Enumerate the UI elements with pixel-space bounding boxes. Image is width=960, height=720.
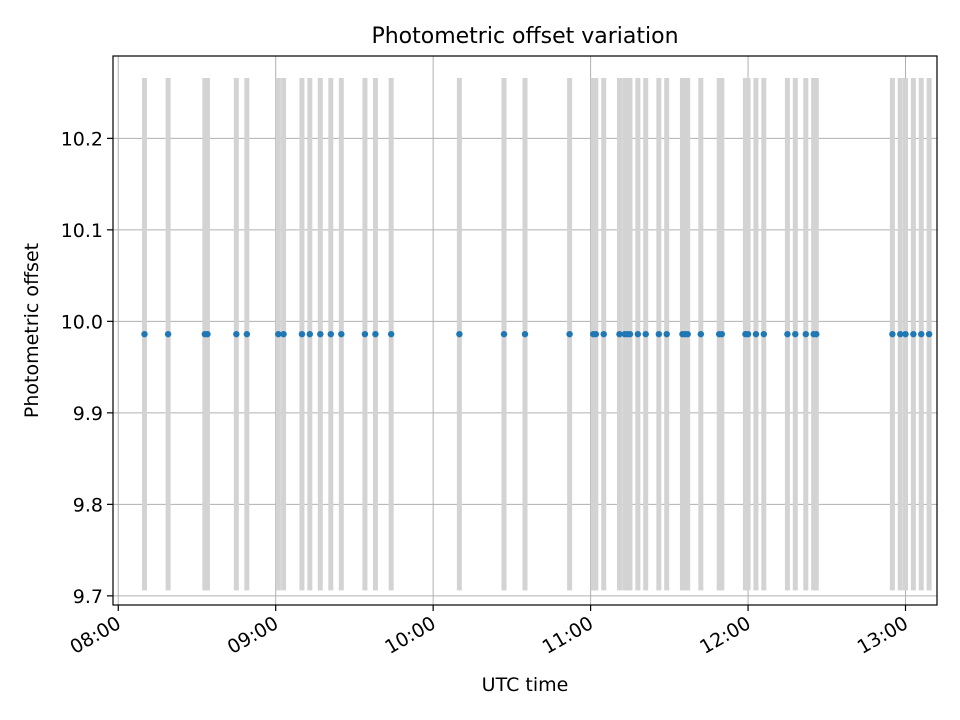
y-tick-label: 9.7 (73, 586, 103, 608)
y-tick-label: 9.8 (73, 494, 103, 516)
data-point (164, 330, 172, 338)
data-point (889, 330, 896, 338)
data-point (626, 330, 634, 338)
data-point (361, 330, 369, 338)
data-point (280, 330, 287, 338)
plot-area-frame (112, 55, 938, 606)
data-point (760, 330, 768, 338)
data-point (500, 330, 508, 338)
data-point (813, 330, 820, 338)
data-point (616, 330, 623, 338)
data-point (634, 330, 642, 338)
y-axis-ticks: 9.7 9.8 9.9 10.0 10.1 10.2 (61, 128, 113, 608)
data-point (792, 330, 799, 338)
data-point (897, 330, 904, 338)
data-point (243, 330, 251, 338)
data-point (784, 330, 791, 338)
data-points (141, 330, 933, 338)
data-point (697, 330, 705, 338)
data-point (592, 330, 600, 338)
data-point (521, 330, 529, 338)
data-point (902, 330, 909, 338)
data-point (141, 330, 148, 338)
data-point (298, 330, 306, 338)
data-point (684, 330, 691, 338)
data-point (456, 330, 463, 338)
data-point (204, 330, 211, 338)
data-point (910, 330, 917, 338)
data-point (327, 330, 335, 338)
data-point (642, 330, 649, 338)
data-point (752, 330, 760, 338)
data-point (600, 330, 607, 338)
y-tick-label: 10.2 (61, 128, 103, 150)
chart-title: Photometric offset variation (371, 24, 678, 49)
data-point (306, 330, 314, 338)
data-point (663, 330, 670, 338)
y-tick-label: 10.1 (61, 220, 103, 242)
data-point (387, 330, 395, 338)
data-point (372, 330, 379, 338)
data-point (233, 330, 240, 338)
y-tick-label: 10.0 (61, 311, 103, 333)
y-axis-label: Photometric offset (21, 243, 43, 418)
data-point (317, 330, 324, 338)
data-point (275, 330, 282, 338)
data-point (925, 330, 933, 338)
data-point (802, 330, 809, 338)
data-point (338, 330, 345, 338)
y-tick-label: 9.9 (73, 403, 103, 425)
data-point (655, 330, 663, 338)
data-point (718, 330, 726, 338)
data-point (744, 330, 752, 338)
x-axis-label: UTC time (482, 674, 569, 696)
data-point (918, 330, 925, 338)
data-point (566, 330, 573, 338)
